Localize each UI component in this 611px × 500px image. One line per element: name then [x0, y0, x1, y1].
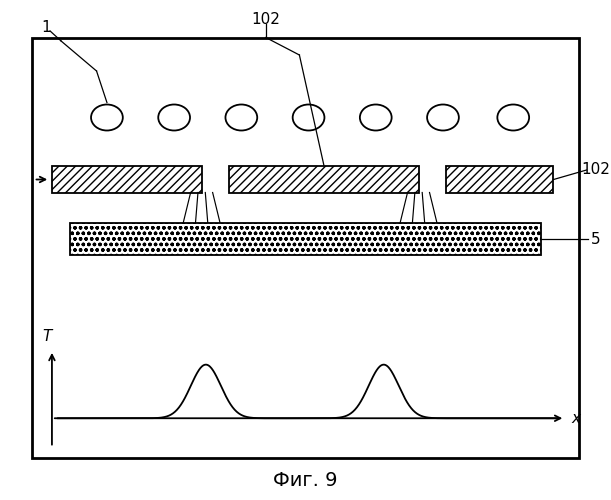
Bar	[52, 166, 202, 192]
Bar	[70, 222, 541, 255]
Circle shape	[293, 104, 324, 130]
Circle shape	[158, 104, 190, 130]
Text: 102: 102	[581, 162, 610, 178]
Circle shape	[427, 104, 459, 130]
Bar	[446, 166, 553, 192]
Text: 1: 1	[41, 20, 51, 35]
Text: 5: 5	[591, 232, 601, 246]
Text: T: T	[42, 329, 52, 344]
Circle shape	[497, 104, 529, 130]
Circle shape	[360, 104, 392, 130]
Bar	[32, 38, 579, 458]
Bar	[229, 166, 419, 192]
Text: 102: 102	[251, 12, 280, 28]
Text: x: x	[572, 411, 580, 426]
Circle shape	[225, 104, 257, 130]
Text: Фиг. 9: Фиг. 9	[273, 470, 338, 490]
Circle shape	[91, 104, 123, 130]
